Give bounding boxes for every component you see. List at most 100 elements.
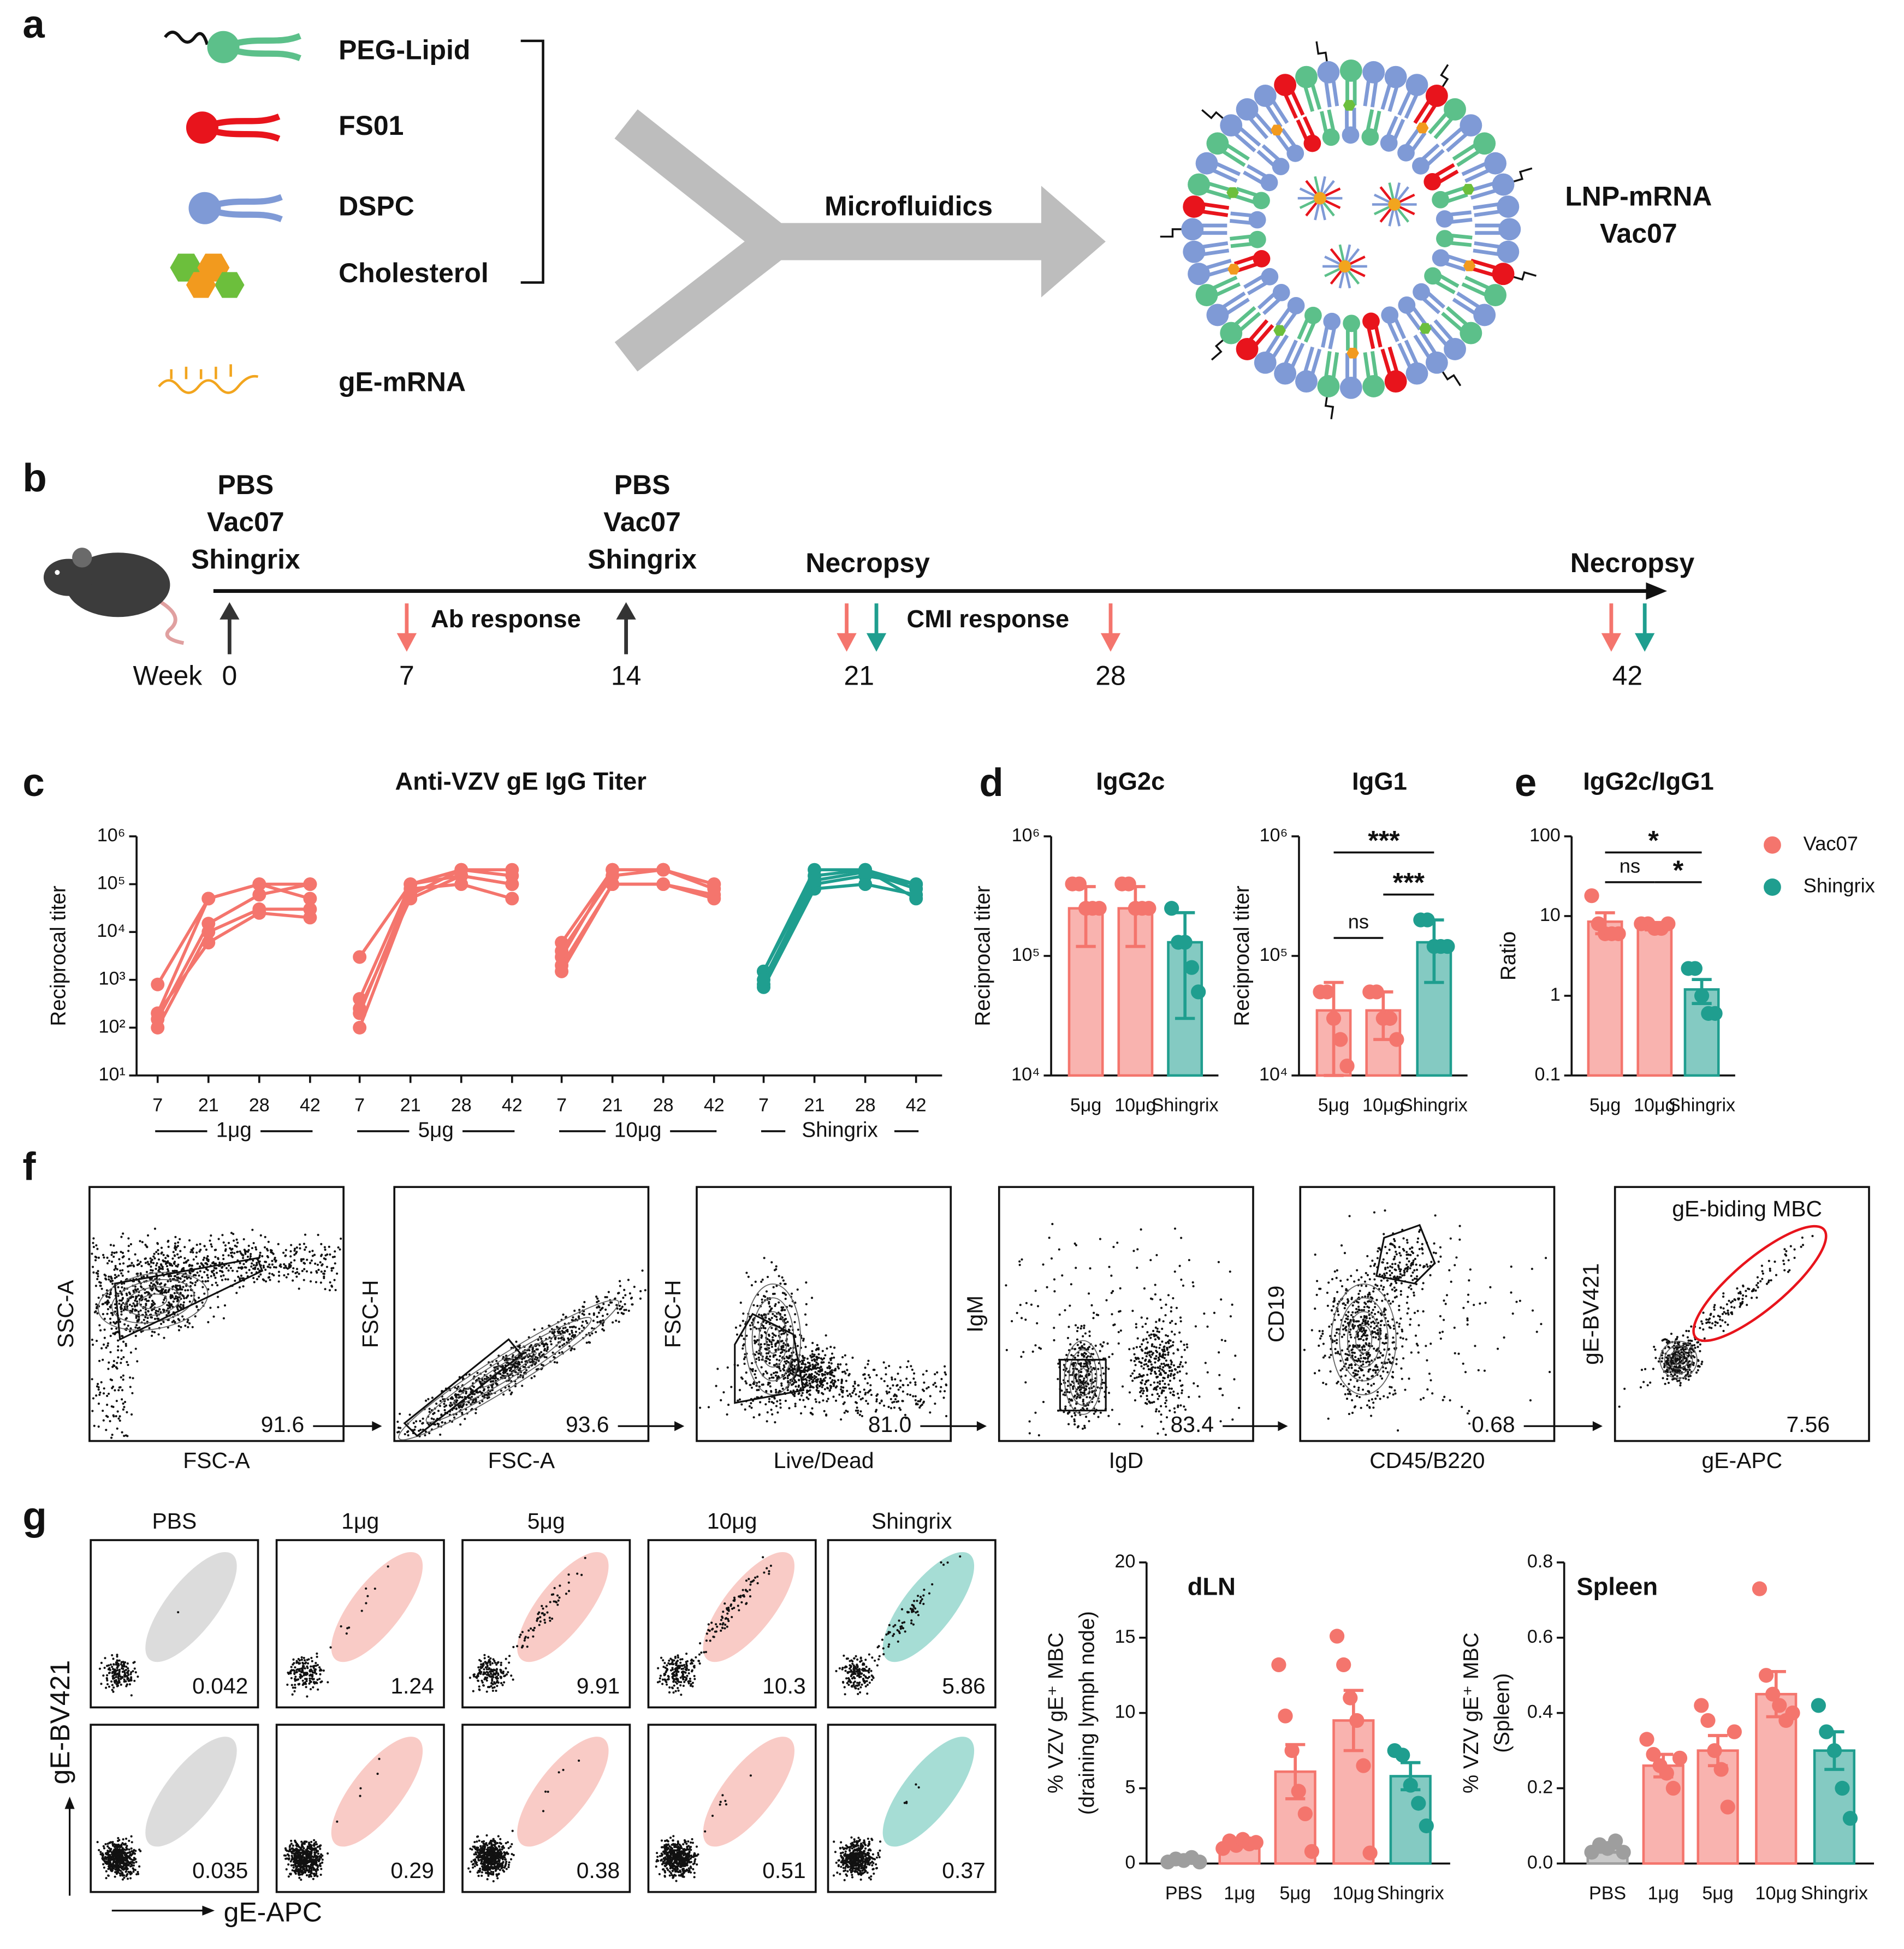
event-dot: [104, 1302, 106, 1304]
event-dot: [173, 1277, 175, 1280]
event-dot: [1161, 1340, 1164, 1343]
event-dot: [1072, 1368, 1075, 1370]
event-dot: [897, 1400, 900, 1403]
event-dot: [921, 1403, 923, 1406]
event-dot: [929, 1411, 932, 1414]
event-dot: [602, 1303, 605, 1305]
event-dot: [758, 1352, 761, 1355]
timeline-arrowhead: [1601, 633, 1622, 652]
event-dot: [164, 1257, 167, 1259]
event-dot: [1163, 1348, 1166, 1351]
event-dot: [780, 1382, 783, 1385]
event-dot: [194, 1281, 197, 1284]
event-dot: [511, 1365, 514, 1368]
event-dot: [1371, 1359, 1373, 1362]
event-dot: [1155, 1254, 1158, 1257]
event-dot: [222, 1317, 225, 1320]
event-dot: [1141, 1425, 1143, 1428]
event-dot: [121, 1251, 124, 1255]
x-tick-label: 10μg: [1333, 1883, 1374, 1904]
event-dot: [778, 1376, 780, 1378]
event-dot: [1151, 1353, 1154, 1356]
x-tick-label: 42: [300, 1095, 321, 1116]
event-dot: [1064, 1405, 1067, 1408]
event-dot: [1021, 1258, 1023, 1261]
event-dot: [126, 1265, 129, 1268]
titer-line: [156, 882, 310, 985]
peg-chain: [1324, 391, 1334, 419]
data-point: [1389, 1032, 1404, 1047]
lnp-head: [1323, 312, 1341, 330]
event-dot: [277, 1270, 280, 1273]
peg-chain: [1438, 64, 1449, 92]
event-dot: [238, 1267, 240, 1269]
event-dot: [120, 1349, 123, 1352]
event-dot: [944, 1365, 946, 1368]
event-dot: [257, 1268, 259, 1270]
event-dot: [1219, 1420, 1222, 1423]
event-dot: [1356, 1310, 1359, 1313]
event-dot: [633, 1286, 636, 1288]
event-dot: [1097, 1368, 1100, 1370]
event-dot: [533, 1358, 536, 1360]
event-dot: [734, 1326, 737, 1329]
event-dot: [1142, 1389, 1145, 1392]
event-dot: [102, 1343, 105, 1346]
event-dot: [191, 1282, 194, 1285]
event-dot: [1156, 1366, 1159, 1369]
event-dot: [95, 1394, 98, 1397]
event-dot: [818, 1401, 821, 1404]
event-dot: [804, 1363, 807, 1366]
event-dot: [578, 1328, 580, 1330]
event-dot: [195, 1255, 198, 1258]
data-point: [1616, 1845, 1631, 1860]
event-dot: [1175, 1322, 1177, 1326]
event-dot: [177, 1288, 180, 1291]
event-dot: [826, 1387, 829, 1389]
event-dot: [1066, 1384, 1069, 1387]
event-dot: [315, 1281, 318, 1284]
event-dot: [1381, 1354, 1384, 1357]
event-dot: [123, 1406, 126, 1409]
event-dot: [1048, 1237, 1051, 1239]
event-dot: [615, 1320, 618, 1322]
event-dot: [255, 1248, 258, 1251]
event-dot: [502, 1393, 505, 1396]
event-dot: [122, 1262, 125, 1265]
event-dot: [760, 1336, 763, 1339]
event-dot: [1376, 1394, 1379, 1397]
event-dot: [766, 1420, 768, 1423]
event-dot: [168, 1288, 171, 1291]
event-dot: [763, 1257, 766, 1259]
event-dot: [128, 1291, 131, 1294]
event-dot: [1081, 1353, 1083, 1356]
event-dot: [571, 1332, 573, 1334]
event-dot: [882, 1361, 885, 1364]
event-dot: [155, 1264, 158, 1267]
data-point: [1419, 1818, 1434, 1834]
event-dot: [1355, 1320, 1357, 1323]
event-dot: [824, 1354, 827, 1357]
lnp-head: [1424, 267, 1442, 285]
event-dot: [833, 1375, 835, 1378]
event-dot: [802, 1363, 804, 1365]
event-dot: [149, 1284, 151, 1287]
event-dot: [887, 1406, 890, 1409]
event-dot: [144, 1316, 147, 1318]
lnp-head: [1248, 230, 1266, 248]
event-dot: [172, 1251, 175, 1253]
event-dot: [1165, 1405, 1167, 1408]
event-dot: [811, 1407, 814, 1410]
event-dot: [1076, 1426, 1079, 1429]
event-dot: [199, 1249, 202, 1251]
event-dot: [770, 1261, 773, 1264]
event-dot: [558, 1330, 561, 1333]
event-dot: [235, 1292, 238, 1294]
event-dot: [1365, 1338, 1368, 1341]
event-dot: [169, 1306, 171, 1309]
event-dot: [899, 1366, 901, 1369]
event-dot: [146, 1246, 149, 1249]
event-dot: [866, 1382, 869, 1384]
event-dot: [922, 1401, 925, 1404]
event-dot: [320, 1255, 323, 1257]
